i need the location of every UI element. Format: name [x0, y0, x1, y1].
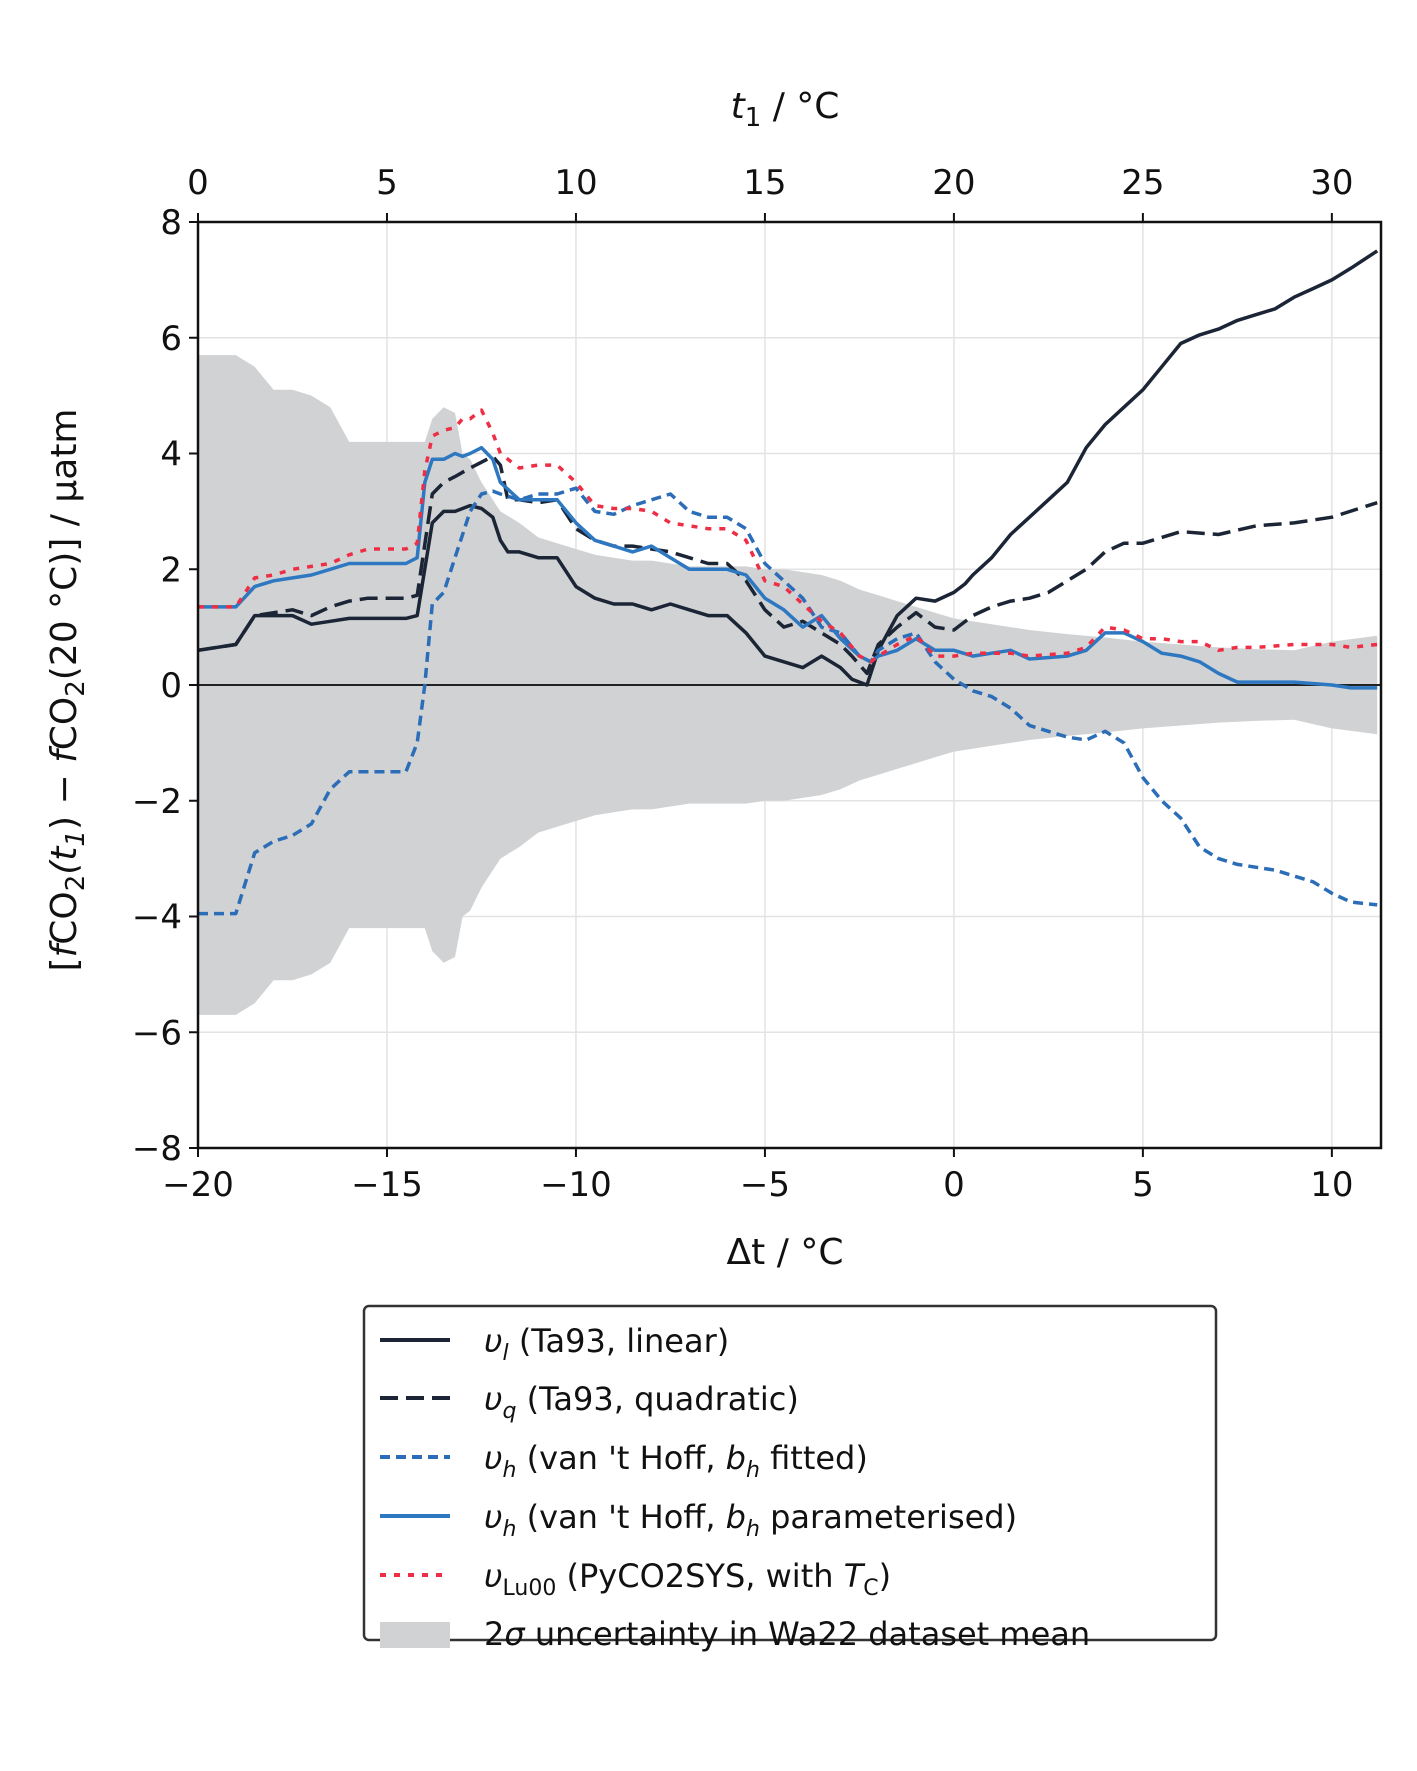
legend-label-linear: υl (Ta93, linear): [484, 1322, 729, 1366]
legend-label-vanthoff-fitted: υh (van 't Hoff, bh fitted): [484, 1439, 868, 1483]
legend-item-band: 2σ uncertainty in Wa22 dataset mean: [380, 1615, 1090, 1653]
x-axis-title-unit: / °C: [765, 1232, 843, 1273]
y-axis-title: [fCO2(t1) − fCO2(20 °C)] / µatm: [44, 409, 91, 972]
x-tick-label: −20: [162, 1165, 234, 1205]
top-x-tick-label: 10: [554, 163, 597, 203]
x-axis-title: Δt / °C: [727, 1232, 844, 1273]
top-axis-title: t1 / °C: [731, 86, 840, 133]
top-x-tick-label: 20: [932, 163, 975, 203]
x-tick-label: 10: [1310, 1165, 1353, 1205]
legend-label-band: 2σ uncertainty in Wa22 dataset mean: [484, 1615, 1090, 1653]
y-tick-label: −2: [132, 782, 182, 822]
y-tick-label: 2: [160, 550, 182, 590]
y-tick-label: −4: [132, 898, 182, 938]
legend-frame: [362, 1304, 1218, 1642]
y-tick-label: 4: [160, 435, 182, 475]
plot-area: [197, 221, 1381, 1149]
x-tick-label: −5: [740, 1165, 790, 1205]
x-tick-label: −15: [351, 1165, 423, 1205]
legend-item-quadratic: υq (Ta93, quadratic): [380, 1380, 799, 1424]
legend-label-lu00: υLu00 (PyCO2SYS, with TC): [484, 1557, 891, 1601]
x-tick-label: 5: [1132, 1165, 1154, 1205]
legend-label-quadratic: υq (Ta93, quadratic): [484, 1380, 799, 1424]
y-tick-label: 6: [160, 319, 182, 359]
series-line-vanthoff-param: [198, 445, 1378, 690]
legend-item-vanthoff-param: υh (van 't Hoff, bh parameterised): [380, 1498, 1017, 1542]
top-x-tick-label: 5: [376, 163, 398, 203]
series-line-linear: [197, 249, 1379, 687]
x-axis-title-var: Δt: [727, 1232, 766, 1273]
top-x-tick-label: 30: [1310, 163, 1353, 203]
legend: υl (Ta93, linear) υq (Ta93, quadratic) υ…: [362, 1304, 1218, 1653]
y-tick-label: 8: [160, 203, 182, 243]
top-x-tick-label: 0: [187, 163, 209, 203]
y-tick-label: 0: [160, 666, 182, 706]
y-tick-label: −8: [132, 1129, 182, 1169]
legend-item-lu00: υLu00 (PyCO2SYS, with TC): [380, 1557, 891, 1601]
y-tick-label: −6: [132, 1013, 182, 1053]
legend-item-vanthoff-fitted: υh (van 't Hoff, bh fitted): [380, 1439, 868, 1483]
x-tick-label: −10: [540, 1165, 612, 1205]
series-line-vanthoff-fitted: [198, 486, 1378, 916]
legend-label-vanthoff-param: υh (van 't Hoff, bh parameterised): [484, 1498, 1017, 1542]
top-x-tick-label: 25: [1121, 163, 1164, 203]
top-x-tick-label: 15: [743, 163, 786, 203]
legend-swatch-band: [380, 1622, 450, 1648]
x-tick-label: 0: [943, 1165, 965, 1205]
legend-item-linear: υl (Ta93, linear): [380, 1322, 729, 1366]
